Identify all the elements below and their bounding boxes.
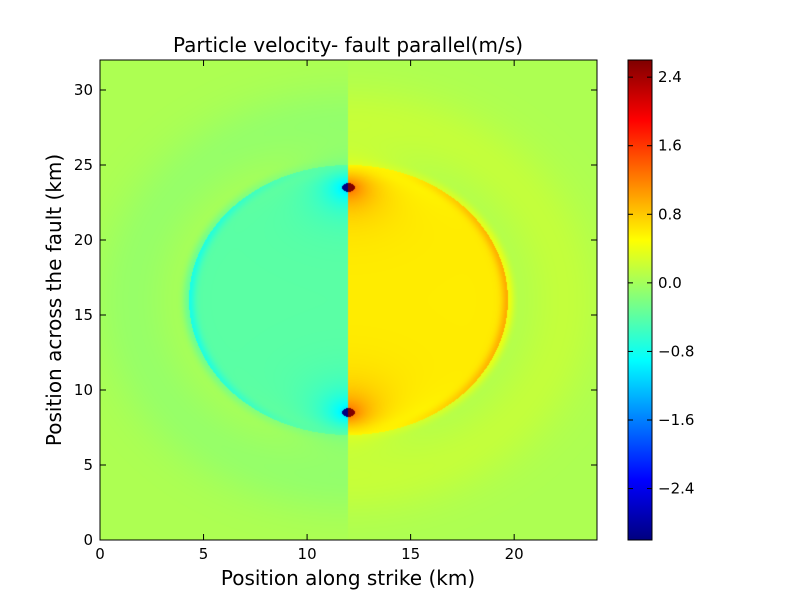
y-tick-label: 0 [83, 531, 93, 549]
colorbar-tick-label: −1.6 [658, 411, 694, 429]
y-axis-label: Position across the fault (km) [42, 154, 66, 446]
y-axis-ticks: 0 5 10 15 20 25 30 [74, 81, 597, 549]
chart-title: Particle velocity- fault parallel(m/s) [173, 33, 523, 57]
y-tick-label: 15 [74, 306, 93, 324]
plot-frame [99, 59, 598, 541]
x-tick-label: 15 [401, 545, 420, 563]
x-axis-ticks: 0 5 10 15 20 [95, 60, 524, 563]
colorbar-tick-label: 0.8 [658, 205, 682, 223]
x-tick-label: 20 [505, 545, 524, 563]
colorbar-tick-label: 1.6 [658, 137, 682, 155]
colorbar-tick-label: −2.4 [658, 480, 694, 498]
colorbar-tick-label: 0.0 [658, 274, 682, 292]
colorbar-ticks: 2.4 1.6 0.8 0.0 −0.8 −1.6 −2.4 [628, 68, 694, 498]
colorbar-tick-label: −0.8 [658, 342, 694, 360]
y-tick-label: 5 [83, 456, 93, 474]
y-tick-label: 10 [74, 381, 93, 399]
x-tick-label: 0 [95, 545, 105, 563]
y-tick-label: 30 [74, 81, 93, 99]
colorbar-tick-label: 2.4 [658, 68, 682, 86]
colorbar [627, 59, 653, 541]
x-tick-label: 5 [199, 545, 209, 563]
y-tick-label: 20 [74, 231, 93, 249]
y-tick-label: 25 [74, 156, 93, 174]
x-tick-label: 10 [298, 545, 317, 563]
heatmap-image [100, 60, 597, 540]
x-axis-label: Position along strike (km) [221, 566, 475, 590]
